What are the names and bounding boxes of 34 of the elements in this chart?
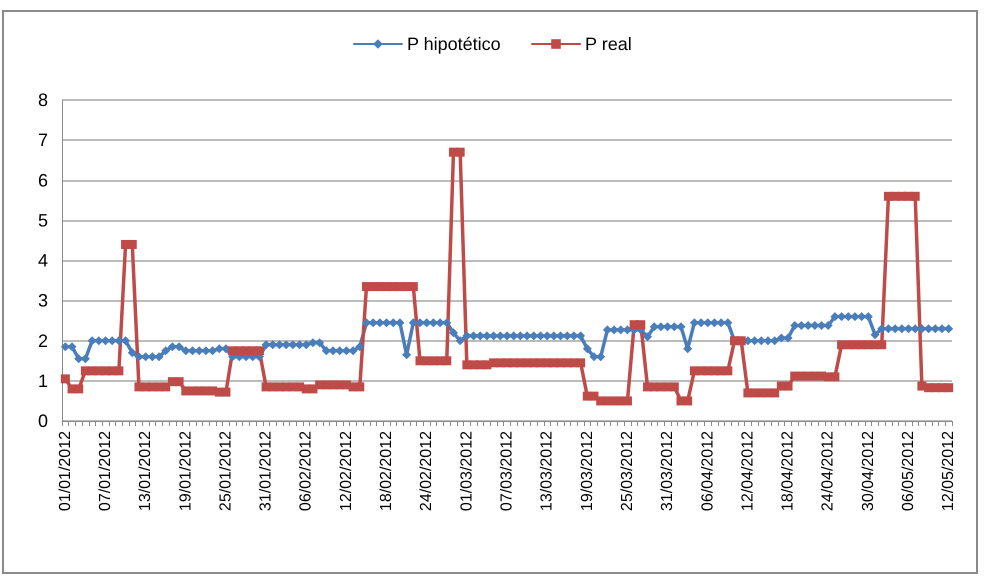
x-tick-label: 24/02/2012: [418, 430, 436, 512]
x-tick-label: 06/02/2012: [298, 430, 315, 512]
y-tick-label: 7: [38, 130, 48, 150]
x-tick-label: 12/05/2012: [940, 430, 958, 512]
y-tick-label: 6: [38, 170, 48, 190]
x-tick-label: 25/03/2012: [618, 430, 636, 512]
x-tick-label: 06/04/2012: [699, 430, 716, 512]
x-tick-label: 19/01/2012: [177, 430, 194, 512]
x-tick-label: 06/05/2012: [900, 430, 918, 512]
x-tick-label: 01/01/2012: [56, 430, 74, 512]
x-tick-label: 19/03/2012: [578, 430, 596, 512]
y-tick-label: 5: [38, 210, 48, 230]
y-tick-label: 0: [38, 411, 48, 431]
x-tick-label: 13/03/2012: [538, 430, 556, 512]
x-tick-label: 18/04/2012: [780, 430, 797, 512]
x-tick-label: 12/02/2012: [338, 430, 355, 512]
x-tick-label: 13/01/2012: [137, 430, 154, 512]
x-tick-label: 07/03/2012: [498, 430, 516, 512]
y-tick-label: 4: [38, 250, 48, 270]
legend-label: P hipotético: [406, 34, 501, 54]
y-tick-label: 8: [38, 90, 48, 110]
x-tick-label: 24/04/2012: [820, 430, 837, 512]
y-tick-label: 3: [38, 290, 48, 311]
legend-label: P real: [585, 34, 632, 54]
y-tick-label: 1: [38, 370, 48, 391]
x-tick-label: 01/03/2012: [458, 430, 476, 512]
x-tick-label: 31/03/2012: [659, 430, 676, 512]
y-tick-label: 2: [38, 330, 48, 351]
x-tick-label: 25/01/2012: [217, 430, 234, 512]
x-tick-label: 30/04/2012: [860, 430, 877, 512]
x-tick-label: 07/01/2012: [96, 430, 114, 512]
x-tick-label: 31/01/2012: [258, 430, 275, 512]
x-tick-label: 12/04/2012: [739, 430, 756, 512]
x-tick-label: 18/02/2012: [378, 430, 396, 512]
